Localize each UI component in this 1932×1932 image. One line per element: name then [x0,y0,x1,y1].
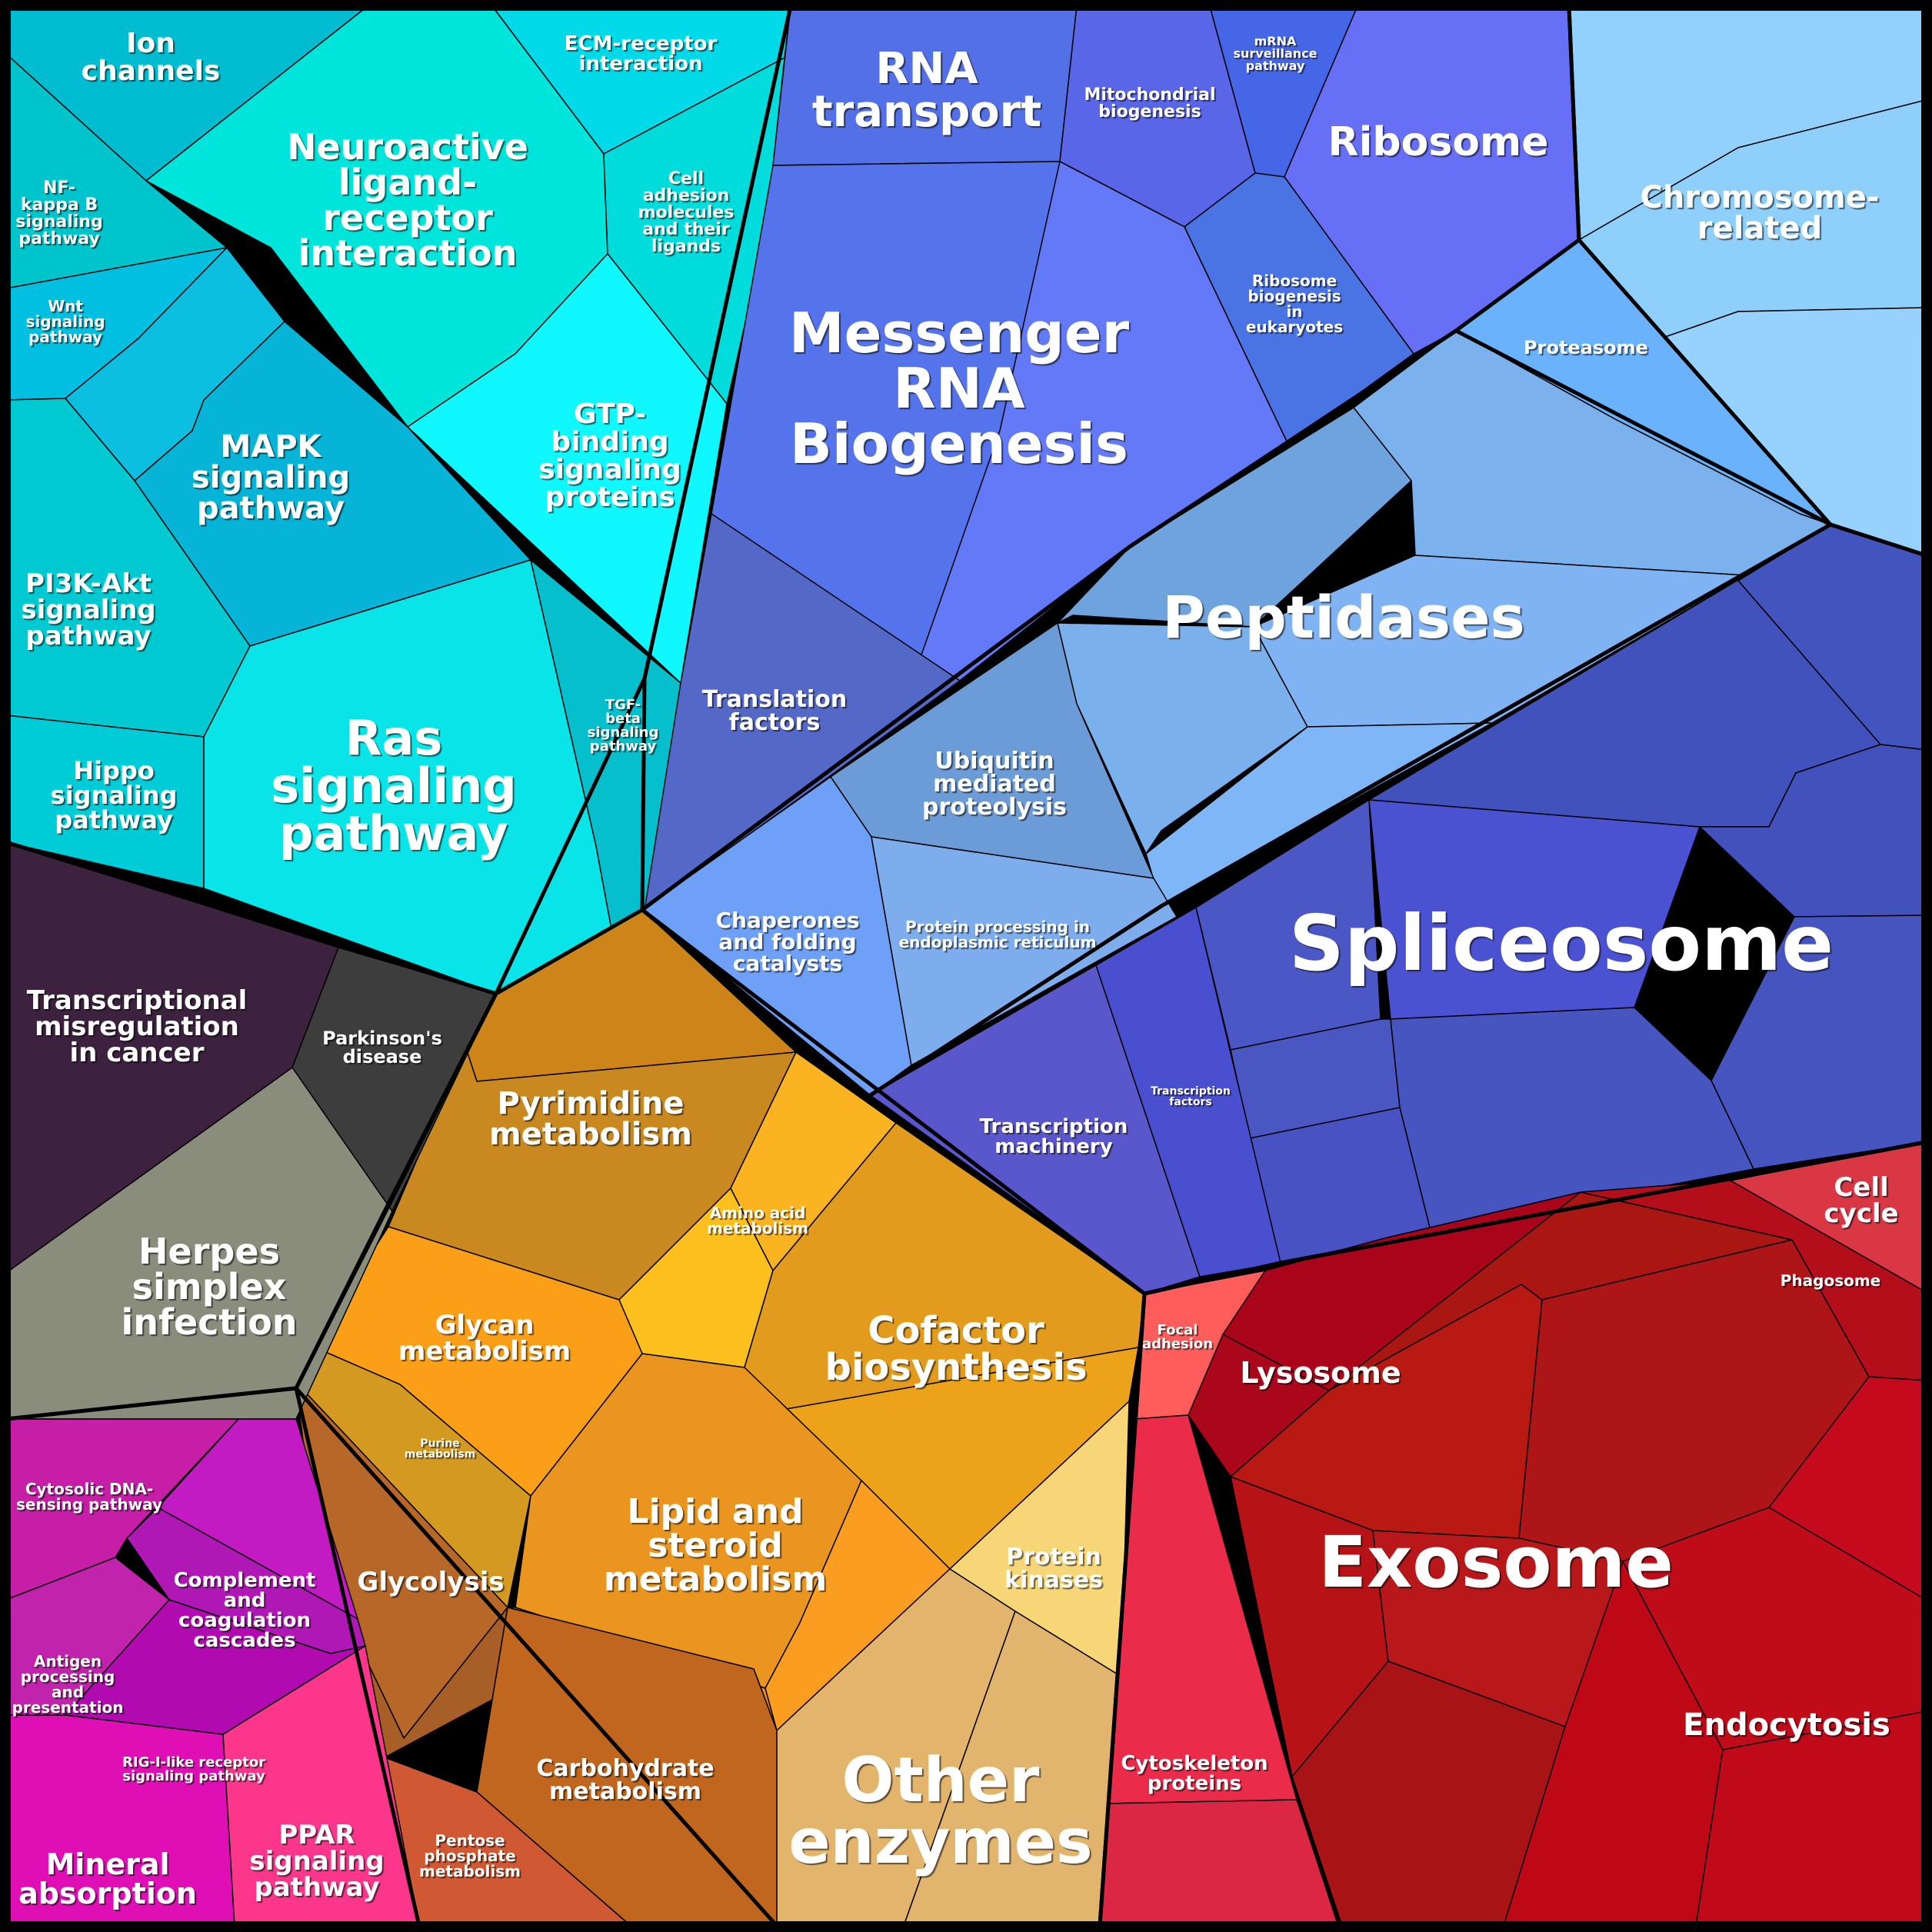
label-ion-channels[interactable]: Ion channels [81,28,221,87]
cell-spliceosome-f[interactable] [1710,914,1927,1170]
label-pentose[interactable]: Pentose phosphate metabolism [419,1831,521,1880]
label-proteasome[interactable]: Proteasome [1524,337,1648,358]
label-lipid[interactable]: Lipid and steroid metabolism [603,1492,828,1599]
label-chromosome[interactable]: Chromosome- related [1640,180,1880,246]
label-glycolysis[interactable]: Glycolysis [357,1567,505,1597]
label-peptidases[interactable]: Peptidases [1162,583,1525,651]
label-rig-i[interactable]: RIG-I-like receptor signaling pathway [122,1754,265,1784]
label-other-enzymes[interactable]: Other enzymes [788,1744,1093,1877]
label-ribosome[interactable]: Ribosome [1327,119,1549,165]
label-translation-factors[interactable]: Translation factors [701,686,848,736]
label-cytosolic-dna[interactable]: Cytosolic DNA- sensing pathway [16,1480,162,1514]
label-protein-kinases[interactable]: Protein kinases [1004,1544,1103,1594]
label-transcriptional-misreg[interactable]: Transcriptional misregulation in cancer [26,985,248,1068]
label-chaperones[interactable]: Chaperones and folding catalysts [715,908,860,976]
label-antigen[interactable]: Antigen processing and presentation [12,1652,124,1717]
label-pi3k[interactable]: PI3K-Akt signaling pathway [21,568,156,651]
label-nfkb[interactable]: NF- kappa B signaling pathway [15,178,103,248]
label-mito[interactable]: Mitochondrial biogenesis [1084,85,1216,122]
label-mrna-surv[interactable]: mRNA surveillance pathway [1233,34,1317,73]
label-ecm[interactable]: ECM-receptor interaction [564,32,718,75]
label-cofactor[interactable]: Cofactor biosynthesis [824,1309,1088,1389]
label-parkinsons[interactable]: Parkinson's disease [322,1028,442,1068]
label-purine[interactable]: Purine metabolism [404,1437,476,1461]
label-carbohydrate[interactable]: Carbohydrate metabolism [536,1755,715,1805]
label-neuroactive[interactable]: Neuroactive ligand- receptor interaction [287,126,528,274]
label-mrna-bio[interactable]: Messenger RNA Biogenesis [788,301,1130,476]
label-endocytosis[interactable]: Endocytosis [1683,1707,1890,1743]
label-ribosome-bio[interactable]: Ribosome biogenesis in eukaryotes [1245,271,1344,336]
label-pyrimidine[interactable]: Pyrimidine metabolism [489,1086,692,1152]
cell-cytoskeleton-b[interactable] [1099,1799,1339,1927]
label-cytoskeleton[interactable]: Cytoskeleton proteins [1121,1752,1268,1795]
label-ras[interactable]: Ras signaling pathway [271,710,517,861]
label-ppar[interactable]: PPAR signaling pathway [249,1820,385,1903]
label-spliceosome[interactable]: Spliceosome [1288,898,1834,988]
cell-protein-processing[interactable] [871,836,1178,1066]
cell-gtp-binding[interactable] [407,253,728,684]
label-cell-adhesion[interactable]: Cell adhesion molecules and their ligand… [638,169,734,256]
label-protein-processing[interactable]: Protein processing in endoplasmic reticu… [898,918,1097,951]
label-complement[interactable]: Complement and coagulation cascades [173,1569,316,1652]
label-wnt[interactable]: Wnt signaling pathway [25,297,105,346]
cell-peptidases-d[interactable] [1253,555,1747,728]
label-herpes[interactable]: Herpes simplex infection [121,1231,298,1343]
label-tgf[interactable]: TGF- beta signaling pathway [587,697,659,754]
cell-layer [5,5,1927,1927]
label-cell-cycle[interactable]: Cell cycle [1824,1172,1899,1229]
label-transcription-machinery[interactable]: Transcription machinery [979,1115,1128,1158]
label-transcription-factors[interactable]: Transcription factors [1151,1085,1231,1108]
label-focal-adhesion[interactable]: Focal adhesion [1141,1322,1214,1352]
label-glycan[interactable]: Glycan metabolism [398,1310,571,1367]
label-rna-transport[interactable]: RNA transport [811,44,1042,137]
label-mapk[interactable]: MAPK signaling pathway [191,429,351,526]
cell-mrna-bio-b[interactable] [918,161,1289,681]
label-hippo[interactable]: Hippo signaling pathway [50,756,178,834]
label-mineral[interactable]: Mineral absorption [18,1847,197,1910]
label-phagosome[interactable]: Phagosome [1780,1271,1881,1290]
label-lysosome[interactable]: Lysosome [1240,1356,1401,1390]
label-amino-acid[interactable]: Amino acid metabolism [707,1204,808,1237]
label-ubiquitin[interactable]: Ubiquitin mediated proteolysis [921,748,1068,821]
label-gtp[interactable]: GTP- binding signaling proteins [538,398,681,513]
label-exosome[interactable]: Exosome [1318,1521,1674,1604]
